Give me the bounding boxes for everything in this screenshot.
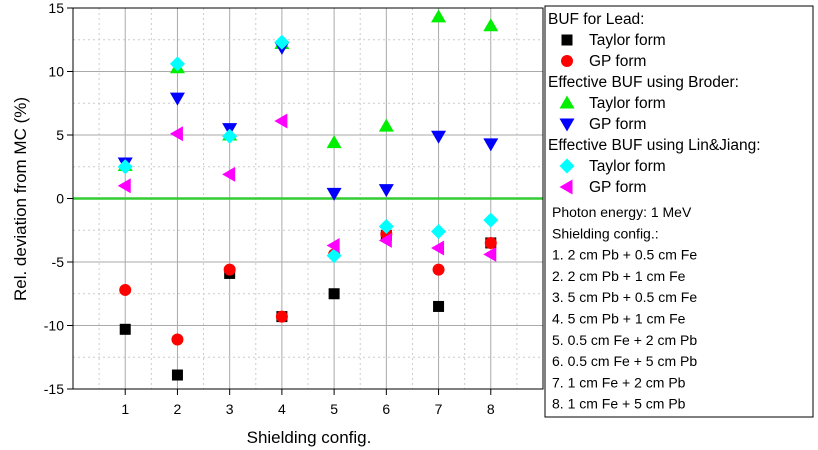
legend-symbol xyxy=(559,158,575,174)
data-point xyxy=(326,135,342,149)
data-point xyxy=(433,300,445,312)
data-point xyxy=(484,236,497,249)
x-tick-label: 2 xyxy=(174,401,182,417)
data-point xyxy=(431,224,447,240)
legend-symbol xyxy=(561,55,573,67)
data-point xyxy=(171,333,184,346)
legend-group-title: Effective BUF using Lin&Jiang: xyxy=(548,137,761,154)
x-tick-label: 4 xyxy=(278,401,286,417)
data-point xyxy=(483,138,499,152)
data-point xyxy=(169,92,185,106)
data-point xyxy=(326,187,342,201)
data-point xyxy=(378,218,394,234)
legend-group-title: BUF for Lead: xyxy=(548,11,645,28)
y-axis-label: Rel. deviation from MC (%) xyxy=(11,97,30,301)
data-point xyxy=(274,113,288,129)
data-point xyxy=(432,263,445,276)
data-point xyxy=(222,128,238,144)
x-axis-label: Shielding config. xyxy=(247,428,372,447)
legend-note: Shielding config.: xyxy=(552,225,659,241)
data-point xyxy=(222,166,236,182)
data-point xyxy=(274,34,290,50)
y-tick-label: 5 xyxy=(56,127,64,143)
axes: 1 2 3 4 5 6 7 8 -15 -10 -5 0 5 10 15 xyxy=(44,0,495,417)
x-tick-label: 3 xyxy=(226,401,234,417)
x-tick-label: 5 xyxy=(330,401,338,417)
data-point xyxy=(326,237,340,253)
y-tick-label: -15 xyxy=(44,381,64,397)
data-point xyxy=(169,126,183,142)
data-point xyxy=(169,56,185,72)
y-tick-label: 0 xyxy=(56,191,64,207)
legend-entry-label: Taylor form xyxy=(589,158,666,175)
legend-symbol xyxy=(559,118,575,132)
data-point xyxy=(171,369,183,381)
data-point xyxy=(119,283,132,296)
data-point xyxy=(275,310,288,323)
data-point xyxy=(328,288,340,300)
legend-note: 4. 5 cm Pb + 1 cm Fe xyxy=(552,311,686,327)
legend-symbol xyxy=(559,95,575,109)
legend-entry-label: Taylor form xyxy=(589,95,666,112)
legend-note: 2. 2 cm Pb + 1 cm Fe xyxy=(552,268,686,284)
x-tick-label: 7 xyxy=(435,401,443,417)
legend-note: 1. 2 cm Pb + 0.5 cm Fe xyxy=(552,247,697,263)
data-point xyxy=(378,184,394,198)
data-point xyxy=(483,212,499,228)
data-point xyxy=(378,118,394,132)
legend-note: Photon energy: 1 MeV xyxy=(552,204,692,220)
legend-symbol xyxy=(561,34,573,46)
legend-note: 7. 1 cm Fe + 2 cm Pb xyxy=(552,374,686,390)
y-tick-label: 15 xyxy=(48,0,64,16)
data-point xyxy=(483,246,497,262)
legend-box xyxy=(544,5,814,418)
y-tick-label: 10 xyxy=(48,64,64,80)
y-tick-label: -10 xyxy=(44,318,64,334)
data-point xyxy=(117,178,131,194)
data-point xyxy=(119,323,131,335)
data-point xyxy=(223,263,236,276)
data-point xyxy=(431,240,445,256)
data-point xyxy=(431,130,447,144)
series-5 xyxy=(117,113,497,262)
legend-note: 3. 5 cm Pb + 0.5 cm Fe xyxy=(552,289,697,305)
data-point xyxy=(378,232,392,248)
legend: BUF for Lead: Taylor form GP form Effective… xyxy=(544,5,814,418)
legend-entry-label: GP form xyxy=(589,179,646,196)
data-points xyxy=(117,9,499,381)
legend-note: 6. 0.5 cm Fe + 5 cm Pb xyxy=(552,353,697,369)
x-tick-label: 1 xyxy=(121,401,129,417)
legend-entry-label: Taylor form xyxy=(589,32,666,49)
legend-symbol xyxy=(559,179,573,195)
data-point xyxy=(117,159,133,175)
legend-entry-label: GP form xyxy=(589,53,646,70)
data-point xyxy=(483,18,499,32)
data-point xyxy=(431,9,447,23)
legend-note: 8. 1 cm Fe + 5 cm Pb xyxy=(552,396,686,412)
series-4 xyxy=(117,34,499,264)
x-tick-label: 8 xyxy=(487,401,495,417)
y-tick-label: -5 xyxy=(52,254,65,270)
legend-note: 5. 0.5 cm Fe + 2 cm Pb xyxy=(552,332,697,348)
legend-group-title: Effective BUF using Broder: xyxy=(548,74,739,91)
x-tick-label: 6 xyxy=(382,401,390,417)
legend-entry-label: GP form xyxy=(589,116,646,133)
